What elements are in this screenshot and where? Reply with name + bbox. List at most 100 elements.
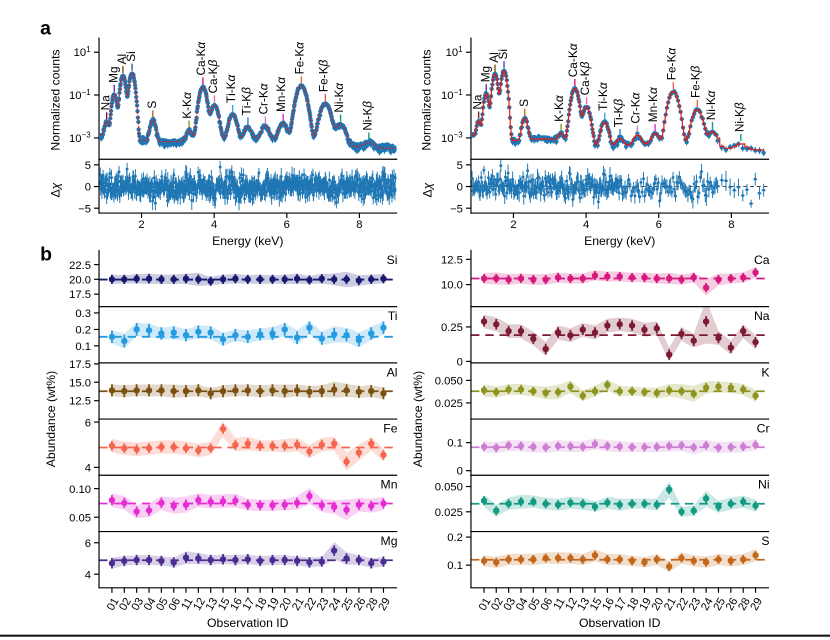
svg-text:Si: Si <box>124 51 138 61</box>
svg-text:6: 6 <box>85 417 91 429</box>
svg-text:Na: Na <box>754 309 770 323</box>
svg-text:2: 2 <box>138 219 144 231</box>
svg-text:21: 21 <box>662 596 679 613</box>
svg-text:24: 24 <box>327 596 344 613</box>
svg-text:−5: −5 <box>78 203 91 215</box>
svg-text:C a - K β: C a - K β <box>569 61 594 95</box>
svg-text:Observation ID: Observation ID <box>207 616 289 630</box>
svg-text:Na: Na <box>99 95 113 111</box>
svg-text:21: 21 <box>290 596 307 613</box>
svg-text:13: 13 <box>204 596 221 613</box>
svg-text:4: 4 <box>211 219 217 231</box>
svg-text:0.1: 0.1 <box>447 560 463 572</box>
svg-text:28: 28 <box>736 596 753 613</box>
svg-text:04: 04 <box>514 596 531 613</box>
svg-text:C a - K β: C a - K β <box>197 60 222 94</box>
svg-text:T i - K α: T i - K α <box>587 82 612 111</box>
svg-text:Si: Si <box>496 49 510 60</box>
svg-text:03: 03 <box>502 596 519 613</box>
svg-text:C r - K α: C r - K α <box>619 92 644 123</box>
svg-text:12.5: 12.5 <box>441 254 463 266</box>
svg-text:Mg: Mg <box>381 534 398 548</box>
svg-text:4: 4 <box>583 219 589 231</box>
svg-text:M n - K α: M n - K α <box>265 77 290 112</box>
svg-text:Abundance (wt%): Abundance (wt%) <box>44 371 58 467</box>
svg-text:6: 6 <box>85 538 91 550</box>
svg-text:29: 29 <box>749 596 766 613</box>
svg-text:0.1: 0.1 <box>447 438 463 450</box>
svg-text:b: b <box>40 244 52 266</box>
svg-text:16: 16 <box>600 596 617 613</box>
svg-text:0.050: 0.050 <box>435 482 463 494</box>
svg-text:K - K α: K - K α <box>171 92 196 119</box>
svg-text:6: 6 <box>284 219 290 231</box>
svg-text:12.5: 12.5 <box>69 396 91 408</box>
svg-text:Al: Al <box>487 52 501 63</box>
svg-text:0.025: 0.025 <box>435 507 463 519</box>
svg-text:C r - K α: C r - K α <box>247 83 272 114</box>
svg-text:20: 20 <box>278 596 295 613</box>
svg-text:20: 20 <box>650 596 667 613</box>
svg-text:1 0 − 3: 1 0 − 3 <box>69 118 92 147</box>
svg-text:15.0: 15.0 <box>69 377 91 389</box>
svg-text:11: 11 <box>551 596 567 612</box>
svg-text:F e - K β: F e - K β <box>680 65 705 98</box>
svg-text:25: 25 <box>339 596 356 613</box>
svg-text:6: 6 <box>656 219 662 231</box>
svg-text:0.25: 0.25 <box>441 322 463 334</box>
svg-text:8: 8 <box>728 219 734 231</box>
svg-text:Al: Al <box>387 365 398 379</box>
svg-text:10.0: 10.0 <box>441 280 463 292</box>
svg-text:15: 15 <box>588 596 605 613</box>
svg-text:N i - K β: N i - K β <box>723 102 748 132</box>
svg-text:S: S <box>761 534 769 548</box>
svg-text:8: 8 <box>356 219 362 231</box>
svg-text:Energy (keV): Energy (keV) <box>584 234 655 248</box>
svg-text:12: 12 <box>563 596 580 613</box>
svg-text:Ni: Ni <box>758 478 770 492</box>
svg-text:17: 17 <box>241 596 258 613</box>
svg-text:26: 26 <box>724 596 741 613</box>
svg-text:Fe: Fe <box>383 421 397 435</box>
svg-text:Normalized counts: Normalized counts <box>419 49 433 150</box>
svg-text:17.5: 17.5 <box>69 359 91 371</box>
svg-text:11: 11 <box>179 596 195 612</box>
svg-text:22.5: 22.5 <box>69 260 91 272</box>
svg-text:F e - K α: F e - K α <box>283 42 308 75</box>
svg-text:1 0 1: 1 0 1 <box>74 36 92 61</box>
svg-text:28: 28 <box>364 596 381 613</box>
svg-text:0.10: 0.10 <box>69 484 91 496</box>
svg-text:Na: Na <box>471 94 485 110</box>
svg-text:16: 16 <box>228 596 245 613</box>
svg-text:29: 29 <box>376 596 393 613</box>
svg-text:N i - K α: N i - K α <box>323 83 348 113</box>
svg-text:F e - K β: F e - K β <box>308 60 333 93</box>
svg-text:02: 02 <box>489 596 506 613</box>
svg-text:06: 06 <box>539 596 556 613</box>
svg-text:12: 12 <box>191 596 208 613</box>
svg-text:Si: Si <box>387 253 398 267</box>
svg-text:Observation ID: Observation ID <box>579 616 661 630</box>
svg-text:C a - K α: C a - K α <box>185 42 210 76</box>
svg-text:1 0 − 1: 1 0 − 1 <box>69 75 92 104</box>
svg-text:Mn: Mn <box>381 478 398 492</box>
svg-text:Cr: Cr <box>757 421 770 435</box>
svg-text:0: 0 <box>457 182 463 194</box>
svg-text:5: 5 <box>457 160 463 172</box>
svg-text:T i - K α: T i - K α <box>215 74 240 103</box>
svg-text:Ti: Ti <box>388 309 398 323</box>
svg-text:03: 03 <box>130 596 147 613</box>
svg-text:0: 0 <box>457 356 463 368</box>
svg-text:04: 04 <box>142 596 159 613</box>
svg-text:18: 18 <box>625 596 642 613</box>
svg-text:1 0 1: 1 0 1 <box>446 36 464 61</box>
svg-text:4: 4 <box>85 462 91 474</box>
svg-text:17.5: 17.5 <box>69 289 91 301</box>
svg-text:1 0 − 3: 1 0 − 3 <box>441 118 464 147</box>
svg-text:0: 0 <box>85 182 91 194</box>
svg-text:S: S <box>145 101 159 109</box>
svg-text:F e - K α: F e - K α <box>655 48 680 81</box>
svg-text:Energy (keV): Energy (keV) <box>212 234 283 248</box>
svg-text:5: 5 <box>85 160 91 172</box>
svg-text:05: 05 <box>154 596 171 613</box>
